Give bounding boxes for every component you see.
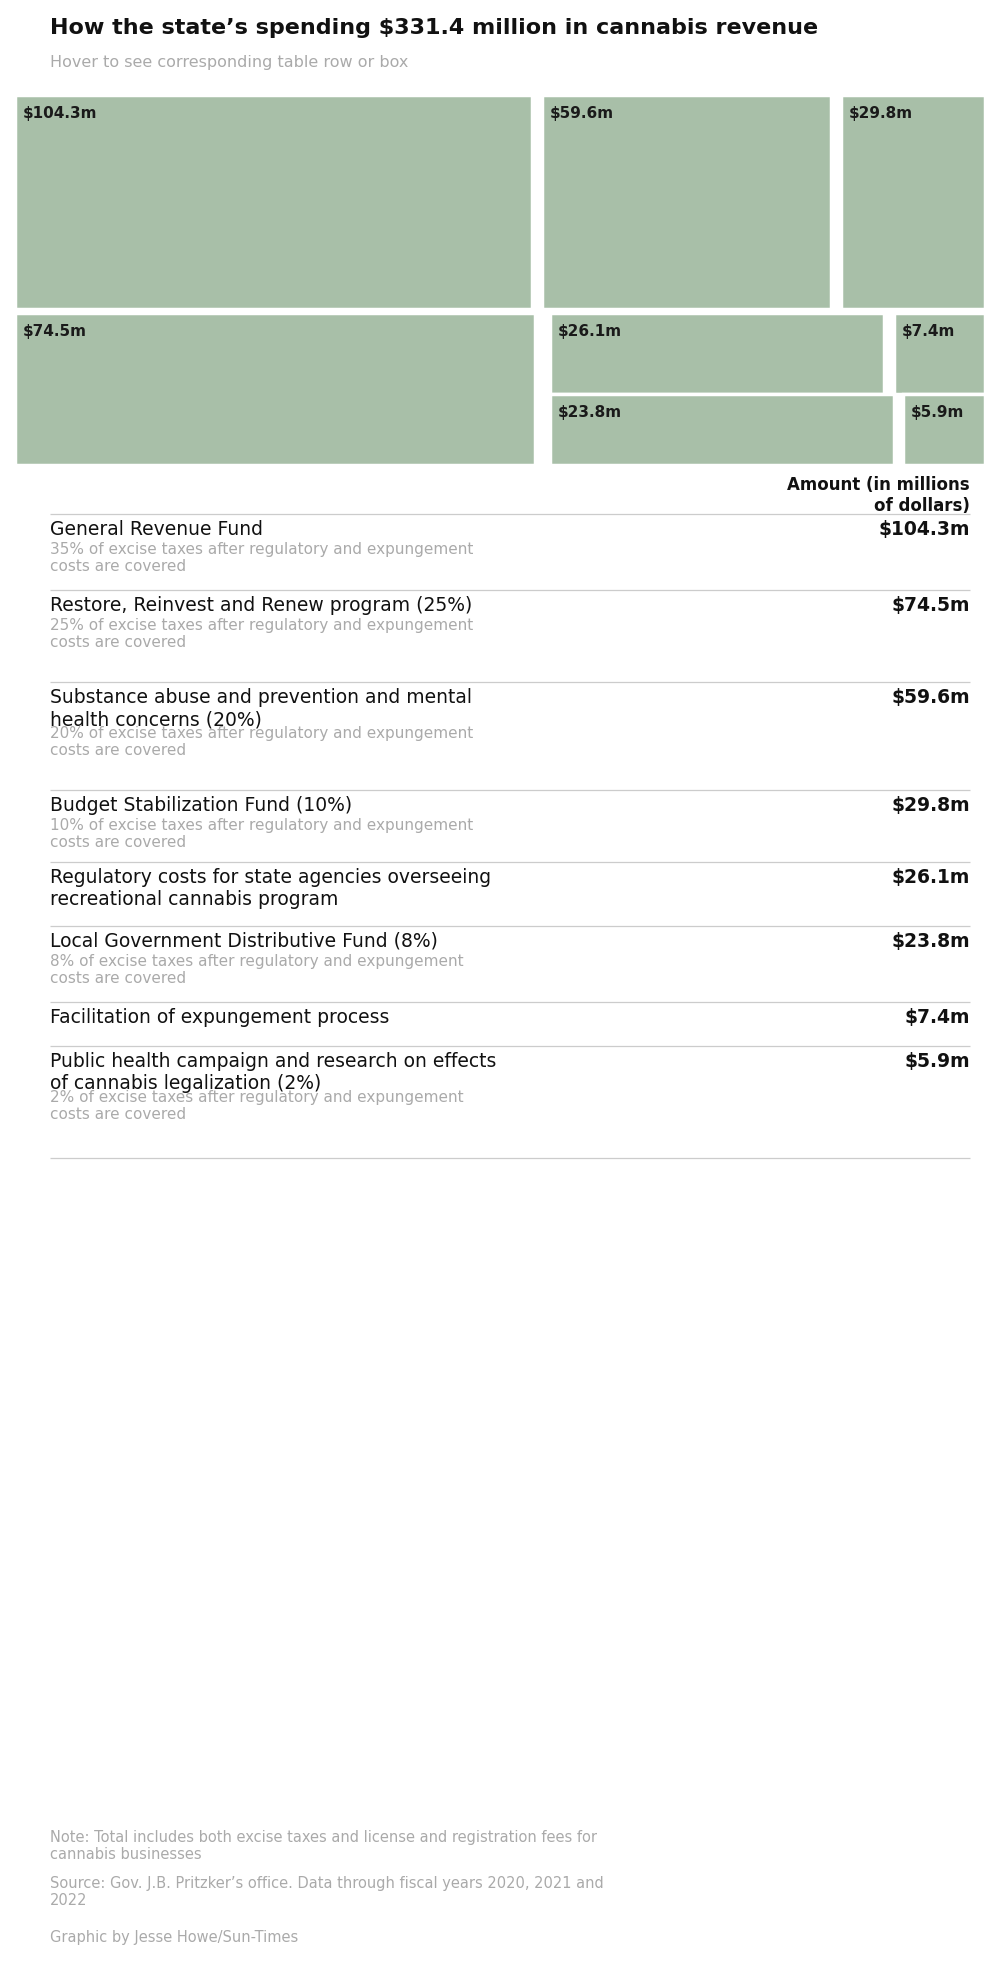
Bar	[550, 313, 884, 394]
Text: $7.4m: $7.4m	[901, 324, 955, 338]
Bar	[15, 95, 532, 309]
Text: 35% of excise taxes after regulatory and expungement
costs are covered: 35% of excise taxes after regulatory and…	[50, 542, 473, 574]
Text: 20% of excise taxes after regulatory and expungement
costs are covered: 20% of excise taxes after regulatory and…	[50, 726, 473, 758]
Text: Substance abuse and prevention and mental
health concerns (20%): Substance abuse and prevention and menta…	[50, 688, 472, 730]
Text: General Revenue Fund: General Revenue Fund	[50, 520, 263, 538]
Text: $29.8m: $29.8m	[891, 795, 970, 815]
Bar	[542, 95, 831, 309]
Text: Note: Total includes both excise taxes and license and registration fees for
can: Note: Total includes both excise taxes a…	[50, 1830, 597, 1863]
Text: $26.1m: $26.1m	[557, 324, 621, 338]
Text: $23.8m: $23.8m	[557, 405, 621, 419]
Text: 8% of excise taxes after regulatory and expungement
costs are covered: 8% of excise taxes after regulatory and …	[50, 953, 464, 987]
Text: Budget Stabilization Fund (10%): Budget Stabilization Fund (10%)	[50, 795, 352, 815]
Text: $5.9m: $5.9m	[911, 405, 964, 419]
Text: $5.9m: $5.9m	[904, 1052, 970, 1070]
Text: $26.1m: $26.1m	[892, 868, 970, 886]
Bar	[841, 95, 985, 309]
Text: Graphic by Jesse Howe/Sun-Times: Graphic by Jesse Howe/Sun-Times	[50, 1931, 298, 1944]
Text: Hover to see corresponding table row or box: Hover to see corresponding table row or …	[50, 55, 408, 69]
Text: $104.3m: $104.3m	[23, 107, 97, 121]
Text: $7.4m: $7.4m	[904, 1009, 970, 1027]
Bar	[15, 313, 535, 465]
Text: Facilitation of expungement process: Facilitation of expungement process	[50, 1009, 389, 1027]
Bar	[550, 394, 894, 465]
Text: $59.6m: $59.6m	[550, 107, 614, 121]
Text: Restore, Reinvest and Renew program (25%): Restore, Reinvest and Renew program (25%…	[50, 595, 472, 615]
Text: Public health campaign and research on effects
of cannabis legalization (2%): Public health campaign and research on e…	[50, 1052, 496, 1094]
Bar	[903, 394, 985, 465]
Text: How the state’s spending $331.4 million in cannabis revenue: How the state’s spending $331.4 million …	[50, 18, 818, 38]
Text: Amount (in millions
of dollars): Amount (in millions of dollars)	[787, 477, 970, 514]
Text: $59.6m: $59.6m	[891, 688, 970, 706]
Text: Local Government Distributive Fund (8%): Local Government Distributive Fund (8%)	[50, 932, 438, 951]
Text: $74.5m: $74.5m	[892, 595, 970, 615]
Text: $104.3m: $104.3m	[879, 520, 970, 538]
Text: 10% of excise taxes after regulatory and expungement
costs are covered: 10% of excise taxes after regulatory and…	[50, 819, 473, 851]
Text: $23.8m: $23.8m	[891, 932, 970, 951]
Text: Regulatory costs for state agencies overseeing
recreational cannabis program: Regulatory costs for state agencies over…	[50, 868, 491, 910]
Text: 2% of excise taxes after regulatory and expungement
costs are covered: 2% of excise taxes after regulatory and …	[50, 1090, 464, 1122]
Bar	[894, 313, 985, 394]
Text: Source: Gov. J.B. Pritzker’s office. Data through fiscal years 2020, 2021 and
20: Source: Gov. J.B. Pritzker’s office. Dat…	[50, 1875, 604, 1909]
Text: $74.5m: $74.5m	[23, 324, 87, 338]
Text: 25% of excise taxes after regulatory and expungement
costs are covered: 25% of excise taxes after regulatory and…	[50, 617, 473, 651]
Text: $29.8m: $29.8m	[848, 107, 913, 121]
